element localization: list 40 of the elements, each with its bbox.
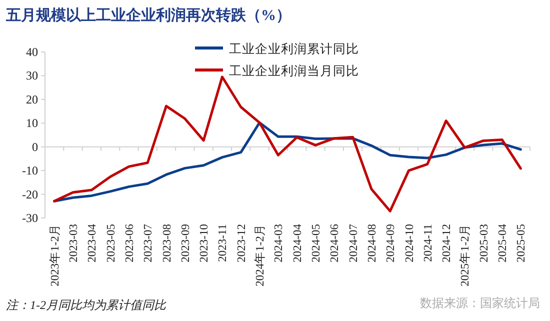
y-tick-label: 0 <box>32 140 38 154</box>
x-tick-label: 2023-12 <box>236 224 248 262</box>
line-series <box>53 76 522 212</box>
x-tick-label: 2024-11 <box>422 224 434 262</box>
x-tick-label: 2023-11 <box>217 224 230 262</box>
x-tick-label: 2025年1-2月 <box>458 224 472 286</box>
y-tick-label: 30 <box>26 68 38 83</box>
x-tick-label: 2024-09 <box>385 224 398 262</box>
x-tick-label: 2024-08 <box>366 224 378 262</box>
y-tick-label: 40 <box>26 45 38 59</box>
source-note: 数据来源：国家统计局 <box>420 296 540 310</box>
y-tick-label: -10 <box>22 164 38 178</box>
x-tick-label: 2025-05 <box>516 224 528 262</box>
x-tick-label: 2023-04 <box>86 224 99 262</box>
y-tick-label: -20 <box>22 187 38 202</box>
x-tick-label: 2024年1-2月 <box>254 224 267 286</box>
x-tick-label: 2025-04 <box>497 224 510 262</box>
x-tick-label: 2024-04 <box>292 224 304 262</box>
x-tick-label: 2024-05 <box>310 224 322 262</box>
x-tick-label: 2023-05 <box>105 224 118 262</box>
x-tick-label: 2023-09 <box>180 224 192 262</box>
x-tick-label: 2023-03 <box>68 224 80 262</box>
x-tick-label: 2024-07 <box>348 224 360 262</box>
legend-label: 工业企业利润当月同比 <box>229 64 359 78</box>
y-tick-label: 20 <box>26 92 38 106</box>
x-tick-label: 2023-10 <box>198 224 211 262</box>
x-tick-label: 2024-06 <box>329 224 342 262</box>
x-tick-label: 2023-08 <box>161 224 174 262</box>
x-tick-label: 2023-07 <box>142 224 155 262</box>
x-tick-label: 2024-10 <box>404 224 416 262</box>
text: 注：1-2月同比均为累计值同比 <box>6 298 167 312</box>
y-tick-label: -30 <box>22 211 38 225</box>
x-tick-label: 2024-12 <box>441 224 454 262</box>
y-tick-label: 10 <box>26 116 38 130</box>
x-tick-label: 2023-06 <box>124 224 136 262</box>
chart-title: 五月规模以上工业企业利润再次转跌（%） <box>5 6 291 24</box>
x-tick-label: 2023年1-2月 <box>48 224 62 286</box>
x-tick-label: 2025-03 <box>478 224 490 262</box>
legend-label: 工业企业利润累计同比 <box>229 42 359 56</box>
x-tick-label: 2024-03 <box>273 224 286 262</box>
